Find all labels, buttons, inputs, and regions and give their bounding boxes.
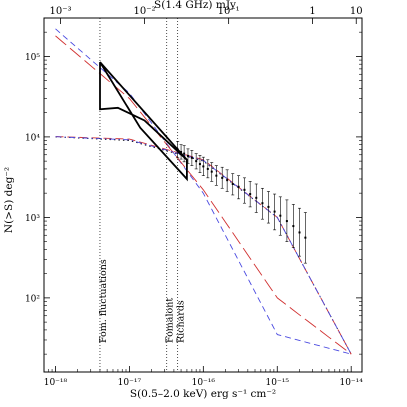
data-point-16 [248, 181, 252, 208]
x-axis-title: S(0.5–2.0 keV) erg s⁻¹ cm⁻² [130, 388, 276, 400]
x-tick-label: 10⁻¹⁷ [118, 378, 142, 388]
top-tick-label: 10⁻² [133, 6, 155, 17]
vertical-markers: Fom. fluctuations Fomalont Richards [98, 18, 187, 372]
marker-label-0: Fom. fluctuations [98, 259, 109, 343]
data-point-15 [242, 177, 246, 204]
data-point-6 [198, 155, 202, 173]
top-tick-label: 10⁻³ [49, 6, 71, 17]
x-tick-label: 10⁻¹⁸ [44, 378, 68, 388]
data-point-5 [194, 153, 198, 170]
point-marker [215, 174, 218, 177]
point-marker [210, 170, 213, 173]
model-curve-red-long-dashed [55, 35, 352, 355]
point-marker [279, 214, 282, 217]
axis-ticks: 10⁻¹⁸ 10⁻¹⁷ 10⁻¹⁶ 10⁻¹⁵ 10⁻¹⁴ 10² 10³ 10⁴ 10⁵ 10⁻… [25, 6, 363, 388]
data-point-0 [176, 141, 180, 159]
data-point-19 [266, 191, 270, 224]
top-tick-label: 1 [309, 6, 315, 17]
x-tick-label: 10⁻¹⁶ [192, 378, 216, 388]
y-tick-label: 10³ [25, 214, 40, 224]
point-marker [292, 225, 295, 228]
y-tick-label: 10⁴ [25, 133, 40, 143]
x-tick-label: 10⁻¹⁵ [266, 378, 290, 388]
data-point-13 [231, 173, 235, 196]
point-marker [285, 220, 288, 223]
point-marker [304, 236, 307, 239]
point-marker [237, 185, 240, 188]
point-marker [195, 160, 198, 163]
point-marker [255, 196, 258, 199]
top-axis-title: S(1.4 GHz) mJy [154, 0, 236, 11]
data-point-3 [186, 148, 190, 164]
model-curve-blue-dashed [55, 28, 352, 355]
marker-label-2: Richards [176, 300, 187, 343]
top-tick-label: 10⁻¹ [218, 6, 240, 17]
plot-frame [43, 17, 363, 373]
point-marker [176, 148, 179, 151]
data-point-17 [254, 183, 258, 213]
data-point-8 [206, 159, 210, 179]
point-marker [190, 156, 193, 159]
data-point-21 [278, 196, 282, 236]
point-marker [186, 154, 189, 157]
point-marker [221, 176, 224, 179]
point-marker [243, 188, 246, 191]
point-marker [202, 165, 205, 168]
data-point-24 [298, 207, 302, 257]
data-point-18 [260, 187, 264, 220]
observed-points [176, 141, 307, 264]
data-point-14 [237, 175, 241, 200]
data-point-7 [201, 156, 205, 176]
x-tick-label: 10⁻¹⁴ [339, 378, 363, 388]
point-marker [273, 210, 276, 213]
fluctuation-region [99, 61, 188, 182]
data-point-10 [214, 165, 218, 186]
point-marker [231, 182, 234, 185]
fluctuation-polygon [99, 61, 188, 182]
y-tick-label: 10⁵ [25, 53, 40, 63]
point-marker [249, 193, 252, 196]
point-marker [180, 150, 183, 153]
data-point-2 [182, 145, 186, 163]
data-point-11 [220, 166, 224, 189]
data-point-4 [190, 150, 194, 166]
point-marker [298, 231, 301, 234]
data-point-9 [210, 162, 214, 182]
fluctuation-upper-edge [99, 61, 188, 161]
point-marker [183, 152, 186, 155]
point-marker [261, 202, 264, 205]
marker-label-1: Fomalont [165, 298, 176, 343]
data-point-25 [303, 212, 307, 264]
point-marker [267, 205, 270, 208]
data-point-23 [291, 204, 295, 249]
point-marker [226, 179, 229, 182]
point-marker [206, 167, 209, 170]
data-point-20 [273, 193, 277, 231]
point-marker [198, 163, 201, 166]
y-axis-title: N(>S) deg⁻² [3, 167, 15, 233]
data-point-12 [225, 169, 229, 192]
y-tick-label: 10² [25, 294, 40, 304]
data-point-22 [285, 199, 289, 242]
data-point-1 [179, 144, 183, 160]
top-tick-label: 10 [350, 6, 363, 17]
